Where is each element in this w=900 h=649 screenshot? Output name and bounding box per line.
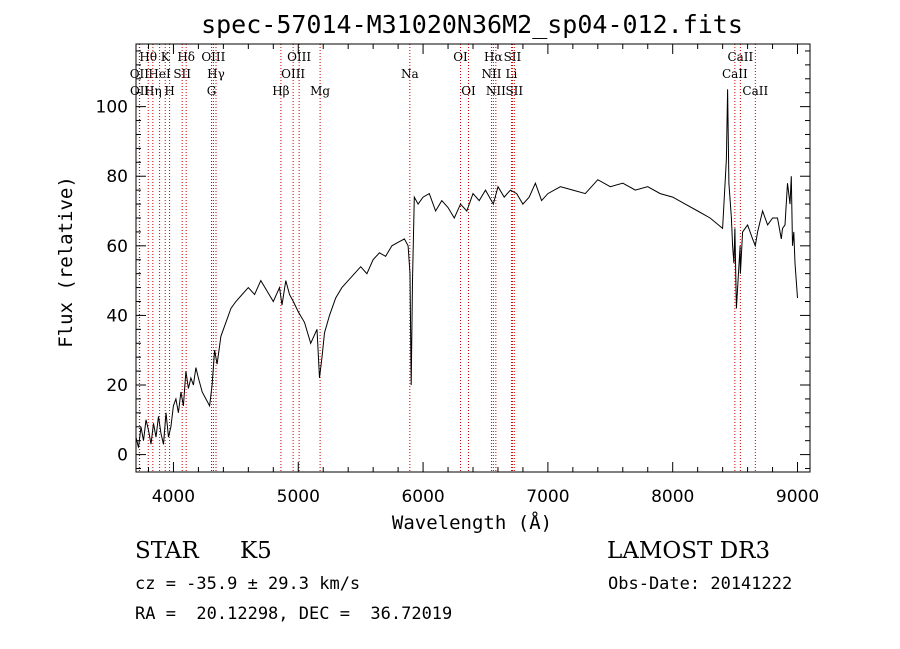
- object-class: STAR: [135, 538, 199, 564]
- survey-name: LAMOST DR3: [607, 538, 771, 564]
- y-axis-label: Flux (relative): [55, 176, 77, 348]
- spectral-line-label: Hβ: [272, 84, 289, 98]
- x-axis-label: Wavelength (Å): [392, 511, 552, 534]
- spectral-line-label: Hα: [484, 50, 503, 64]
- spectral-line-label: H: [164, 84, 174, 98]
- x-tick-label: 7000: [526, 487, 569, 507]
- y-tick-label: 100: [96, 98, 128, 118]
- spectral-line-label: Mg: [310, 84, 330, 98]
- spectral-line-label: CaII: [727, 50, 753, 64]
- y-tick-label: 20: [106, 376, 128, 396]
- spectral-line-label: Hη: [144, 84, 162, 98]
- spectral-line-label: OI: [461, 84, 476, 98]
- chart-title: spec-57014-M31020N36M2_sp04-012.fits: [201, 10, 743, 39]
- spectral-line-label: NII: [486, 84, 506, 98]
- coordinates-text: RA = 20.12298, DEC = 36.72019: [135, 604, 453, 624]
- spectral-line-label: K: [161, 50, 171, 64]
- spectral-line-labels: OII OII Hθ Hη HeI K H SII Hδ OIII Hγ G Hβ OIII OIII Mg N…: [130, 50, 769, 98]
- spectral-line-label: Li: [506, 67, 518, 81]
- spectral-line-label: OIII: [287, 50, 311, 64]
- spectral-line-label: OIII: [281, 67, 305, 81]
- object-subclass: K5: [240, 538, 272, 564]
- x-tick-label: 8000: [651, 487, 694, 507]
- spectral-line-label: Hθ: [139, 50, 157, 64]
- spectral-line-label: Na: [401, 67, 419, 81]
- spectral-line-label: Hδ: [177, 50, 195, 64]
- x-tick-label: 4000: [152, 487, 195, 507]
- spectrum-series-line: [135, 89, 798, 448]
- spectral-line-label: OI: [453, 50, 468, 64]
- y-tick-label: 80: [106, 167, 128, 187]
- spectral-line-label: NII: [481, 67, 501, 81]
- redshift-text: cz = -35.9 ± 29.3 km/s: [135, 574, 361, 594]
- spectral-line-label: CaII: [742, 84, 768, 98]
- x-tick-label: 5000: [277, 487, 320, 507]
- spectral-line-label: OII: [130, 67, 150, 81]
- obs-date-text: Obs-Date: 20141222: [608, 574, 793, 594]
- spectral-line-markers: [138, 44, 756, 472]
- spectral-line-label: Hγ: [207, 67, 225, 81]
- spectral-line-label: SII: [173, 67, 191, 81]
- x-tick-label: 9000: [776, 487, 819, 507]
- plot-frame: [135, 43, 811, 473]
- x-tick-label: 6000: [401, 487, 444, 507]
- y-axis-ticks: 0 20 40 60 80 100: [96, 50, 810, 470]
- spectral-line-label: CaII: [722, 67, 748, 81]
- spectral-line-label: G: [207, 84, 217, 98]
- spectral-line-label: SII: [504, 50, 522, 64]
- x-axis-ticks: 4000 5000 6000 7000 8000 9000: [147, 44, 819, 507]
- spectral-line-label: OIII: [201, 50, 225, 64]
- spectral-line-label: HeI: [148, 67, 171, 81]
- y-tick-label: 60: [106, 237, 128, 257]
- y-tick-label: 0: [117, 446, 128, 466]
- spectral-line-label: OII: [130, 84, 150, 98]
- spectral-line-label: SII: [505, 84, 523, 98]
- y-tick-label: 40: [106, 306, 128, 326]
